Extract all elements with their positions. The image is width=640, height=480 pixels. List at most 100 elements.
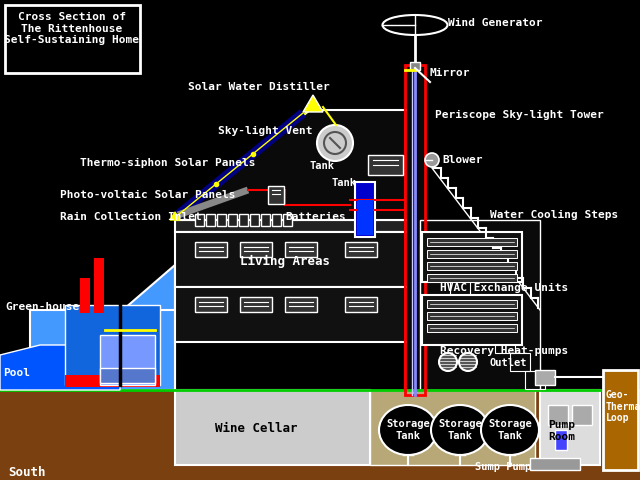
Text: Pump
Room: Pump Room xyxy=(548,420,575,442)
Polygon shape xyxy=(175,110,415,220)
Text: Green-house: Green-house xyxy=(5,302,79,312)
Bar xyxy=(345,297,377,312)
Bar xyxy=(228,214,237,226)
Text: Sky-light Vent: Sky-light Vent xyxy=(218,126,312,136)
Bar xyxy=(525,371,545,389)
Polygon shape xyxy=(30,265,175,390)
Polygon shape xyxy=(0,345,120,390)
Polygon shape xyxy=(175,110,325,228)
Text: Cross Section of
The Rittenhouse
Self-Sustaining Home: Cross Section of The Rittenhouse Self-Su… xyxy=(4,12,140,45)
Text: Wine Cellar: Wine Cellar xyxy=(215,422,298,435)
Bar xyxy=(427,312,517,320)
Bar xyxy=(250,214,259,226)
Text: Solar Water Distiller: Solar Water Distiller xyxy=(188,82,330,92)
Bar xyxy=(420,245,440,263)
Bar xyxy=(548,405,568,425)
Circle shape xyxy=(317,125,353,161)
Bar xyxy=(268,186,284,204)
Bar xyxy=(410,62,420,70)
Bar xyxy=(535,370,555,385)
Text: Photo-voltaic Solar Panels: Photo-voltaic Solar Panels xyxy=(60,190,236,200)
Bar xyxy=(175,390,370,465)
Text: Recovery Heat-pumps: Recovery Heat-pumps xyxy=(440,346,568,356)
Bar xyxy=(572,405,592,425)
Text: Outlet: Outlet xyxy=(490,358,527,368)
Bar xyxy=(603,370,638,470)
Bar xyxy=(240,242,272,257)
Text: Periscope Sky-light Tower: Periscope Sky-light Tower xyxy=(435,110,604,120)
Bar xyxy=(427,262,517,270)
Text: Living Areas: Living Areas xyxy=(240,255,330,268)
Bar xyxy=(422,232,522,282)
Bar xyxy=(495,335,515,353)
Text: Water Cooling Steps: Water Cooling Steps xyxy=(490,210,618,220)
Bar xyxy=(30,310,175,390)
Text: Pool: Pool xyxy=(3,368,30,378)
Bar xyxy=(175,220,415,232)
Bar xyxy=(450,281,470,299)
Bar xyxy=(195,242,227,257)
Bar xyxy=(357,200,373,235)
Bar xyxy=(530,458,580,470)
Bar xyxy=(405,65,425,395)
Polygon shape xyxy=(420,220,540,390)
Text: Storage
Tank: Storage Tank xyxy=(438,419,482,441)
Text: HVAC Exchange Units: HVAC Exchange Units xyxy=(440,283,568,293)
Bar xyxy=(480,317,500,335)
Text: Batteries: Batteries xyxy=(285,212,346,222)
Bar xyxy=(0,390,640,480)
Text: Rain Collection Inlet: Rain Collection Inlet xyxy=(60,212,202,222)
Bar xyxy=(540,390,600,465)
Bar xyxy=(100,335,155,385)
Text: Wind Generator: Wind Generator xyxy=(448,18,543,28)
Text: Mirror: Mirror xyxy=(430,68,470,78)
Text: Tank: Tank xyxy=(310,161,335,171)
Bar xyxy=(427,238,517,246)
Bar xyxy=(94,258,104,313)
Bar xyxy=(239,214,248,226)
Bar xyxy=(100,368,155,383)
Bar xyxy=(261,214,270,226)
Bar xyxy=(427,324,517,332)
Bar xyxy=(175,287,420,342)
Text: Geo-
Thermal
Loop: Geo- Thermal Loop xyxy=(606,390,640,423)
Bar xyxy=(285,297,317,312)
Bar xyxy=(407,67,423,395)
Bar xyxy=(435,263,455,281)
Text: Thermo-siphon Solar Panels: Thermo-siphon Solar Panels xyxy=(80,158,255,168)
Text: Storage
Tank: Storage Tank xyxy=(386,419,430,441)
Circle shape xyxy=(439,353,457,371)
Text: Sump Pump: Sump Pump xyxy=(475,462,531,472)
Polygon shape xyxy=(170,212,180,220)
Bar xyxy=(65,375,160,387)
Bar xyxy=(283,214,292,226)
Bar xyxy=(427,300,517,308)
Bar xyxy=(80,278,90,313)
Bar xyxy=(195,297,227,312)
Bar xyxy=(427,274,517,282)
Ellipse shape xyxy=(431,405,489,455)
Circle shape xyxy=(459,353,477,371)
Bar xyxy=(175,232,420,287)
Bar xyxy=(206,214,215,226)
Polygon shape xyxy=(303,95,323,112)
Bar xyxy=(65,305,160,385)
Bar xyxy=(355,182,375,237)
Bar xyxy=(465,299,485,317)
Bar xyxy=(368,155,403,175)
Bar xyxy=(370,390,535,465)
Text: South: South xyxy=(8,466,45,479)
Bar xyxy=(555,430,567,450)
Text: Blower: Blower xyxy=(442,155,483,165)
Bar xyxy=(345,242,377,257)
Text: Tank: Tank xyxy=(332,178,357,188)
Bar xyxy=(5,5,140,73)
Ellipse shape xyxy=(379,405,437,455)
Bar xyxy=(240,297,272,312)
Bar xyxy=(272,214,281,226)
Bar xyxy=(422,295,522,345)
Bar xyxy=(510,353,530,371)
Circle shape xyxy=(425,153,439,167)
Text: Storage
Tank: Storage Tank xyxy=(488,419,532,441)
Bar xyxy=(285,242,317,257)
